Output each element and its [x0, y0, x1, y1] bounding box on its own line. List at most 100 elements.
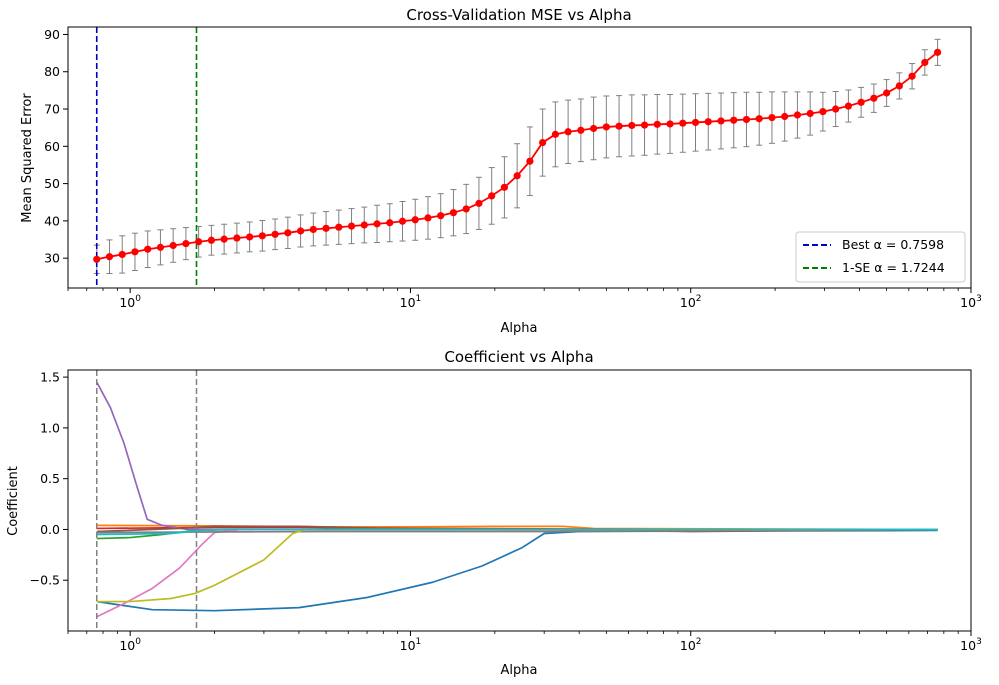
coef-x-axis-label: Alpha [501, 663, 538, 678]
coef-x-tick-label: 102 [680, 637, 702, 653]
coefficient-subplot: Coefficient vs Alpha 1.5 1.0 0.5 0.0 −0.5 10… [6, 348, 982, 678]
mse-point [921, 58, 929, 67]
mse-point [908, 72, 916, 80]
coef-y-axis-label: Coefficient [6, 466, 21, 536]
coef-x-tick-label: 103 [960, 637, 982, 653]
mse-point [424, 214, 432, 222]
coef-x-tick-label: 100 [119, 637, 141, 653]
mse-point [640, 121, 649, 129]
mse-point [284, 229, 292, 237]
mse-y-tick-label: 30 [44, 251, 60, 266]
mse-point [755, 115, 763, 123]
mse-x-tick-label: 103 [960, 294, 982, 310]
coef-chart-title: Coefficient vs Alpha [444, 348, 593, 366]
coef-y-tick-label: −0.5 [30, 573, 60, 588]
coef-x-tick-label: 101 [400, 637, 422, 653]
mse-point [373, 220, 381, 228]
mse-y-tick-label: 40 [44, 213, 60, 228]
mse-point [246, 233, 254, 241]
mse-point [462, 205, 470, 213]
mse-point [118, 250, 126, 259]
mse-point [195, 238, 203, 246]
mse-point [488, 192, 496, 200]
mse-point [131, 248, 139, 256]
coef-y-tick-label: 1.5 [40, 370, 60, 385]
mse-point [156, 243, 165, 251]
mse-point [589, 124, 598, 133]
coef-y-tick-label: 0.5 [40, 471, 60, 486]
mse-chart-title: Cross-Validation MSE vs Alpha [406, 6, 631, 24]
mse-plot-frame [67, 26, 972, 289]
mse-point [500, 183, 509, 191]
mse-point [691, 118, 700, 127]
mse-point [220, 235, 228, 243]
mse-y-tick-label: 50 [44, 176, 60, 191]
mse-point [513, 172, 521, 180]
mse-point [844, 102, 852, 110]
mse-point [169, 241, 177, 250]
mse-y-tick-label: 70 [44, 102, 60, 117]
mse-point [539, 138, 547, 147]
mse-point [475, 199, 483, 207]
coef-1-line [96, 529, 938, 612]
mse-point [347, 222, 356, 230]
mse-point [105, 253, 114, 261]
mse-x-tick-label: 101 [400, 294, 422, 310]
mse-point [398, 217, 407, 225]
mse-point [233, 234, 241, 242]
mse-point [322, 224, 330, 232]
mse-point [437, 212, 445, 220]
mse-point [832, 105, 840, 113]
mse-point [551, 130, 559, 138]
mse-point [309, 225, 317, 234]
mse-point [781, 112, 789, 121]
coef-plot-frame [67, 369, 972, 632]
mse-point [271, 230, 279, 238]
mse-point [679, 119, 687, 127]
mse-point [666, 120, 674, 128]
mse-y-tick-label: 60 [44, 139, 60, 154]
mse-point [717, 117, 725, 125]
mse-point [258, 232, 266, 240]
mse-point [857, 98, 865, 106]
mse-point [144, 245, 152, 253]
mse-point [883, 89, 891, 97]
mse-point [895, 82, 903, 90]
coef-10-line [96, 528, 938, 536]
mse-x-tick-label: 102 [680, 294, 702, 310]
mse-y-tick-label: 80 [44, 64, 60, 79]
legend-box [795, 231, 966, 283]
mse-y-axis-label: Mean Squared Error [20, 93, 35, 223]
mse-point [449, 209, 458, 217]
mse-point [564, 128, 572, 136]
mse-point [526, 157, 534, 165]
mse-point [577, 126, 585, 134]
mse-subplot: Cross-Validation MSE vs Alpha 30 40 50 60 70… [20, 6, 982, 336]
coef-8-line [96, 528, 938, 534]
mse-x-tick-label: 100 [119, 294, 141, 310]
mse-point [793, 111, 802, 119]
mse-point [360, 221, 368, 229]
mse-point [296, 227, 305, 235]
mse-point [806, 109, 814, 118]
mse-point [182, 240, 190, 248]
mse-point [386, 219, 394, 227]
coef-9-line [96, 528, 938, 603]
mse-point [819, 108, 827, 116]
mse-point [602, 123, 610, 131]
mse-point [628, 121, 636, 130]
mse-point [933, 48, 942, 56]
legend-best-label: Best α = 0.7598 [842, 237, 944, 252]
coef-y-tick-label: 0.0 [40, 522, 60, 537]
mse-point [93, 255, 101, 263]
mse-point [730, 116, 738, 124]
mse-y-tick-label: 90 [44, 27, 60, 42]
mse-point [870, 94, 878, 102]
mse-point [768, 114, 776, 122]
legend-1se-label: 1-SE α = 1.7244 [842, 260, 945, 275]
mse-point [615, 122, 623, 130]
mse-point [704, 118, 712, 126]
mse-point [411, 216, 419, 224]
mse-x-axis-label: Alpha [501, 321, 538, 336]
